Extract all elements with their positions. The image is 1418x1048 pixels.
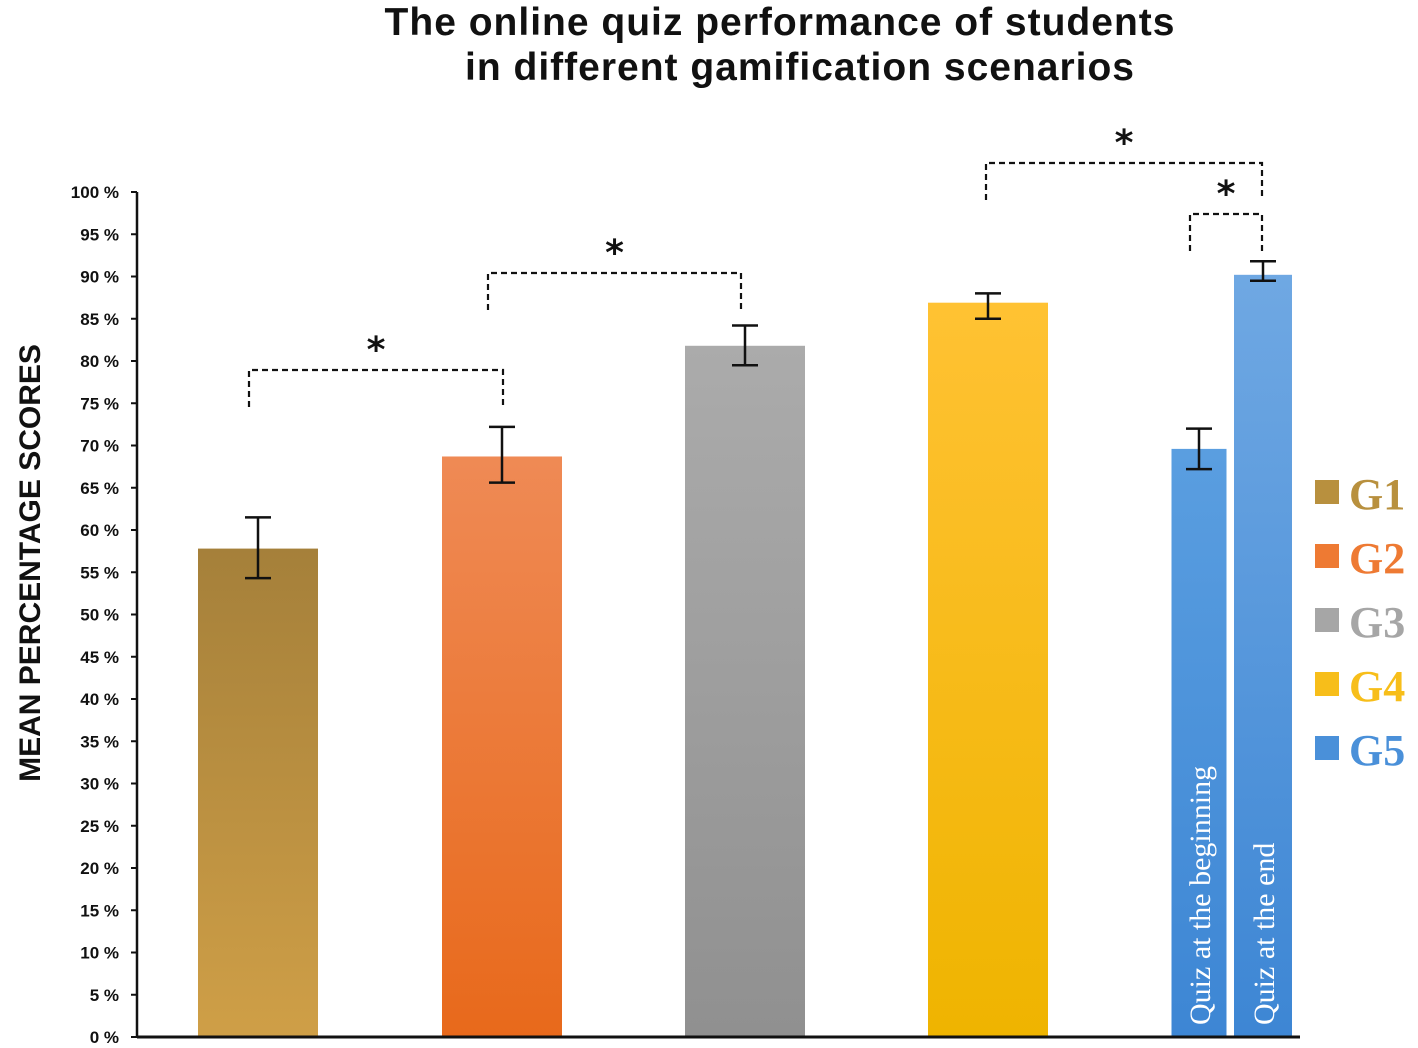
legend-swatch-g4 <box>1315 672 1339 696</box>
legend-label-g1: G1 <box>1349 470 1405 519</box>
y-axis-ticks: 0 % 5 % 10 % 15 % 20 % 25 % 30 % 35 % 40 % 45 % 50… <box>71 183 137 1047</box>
y-tick-label: 65 % <box>80 479 119 498</box>
bars: Quiz at the beginning Quiz at the end <box>198 274 1292 1037</box>
y-tick-label: 80 % <box>80 352 119 371</box>
y-tick-label: 50 % <box>80 606 119 625</box>
y-tick-label: 20 % <box>80 859 119 878</box>
bar-g5-beginning <box>1171 448 1227 1037</box>
legend-label-g2: G2 <box>1349 534 1405 583</box>
significance-star: * <box>1115 123 1134 164</box>
y-tick-label: 10 % <box>80 944 119 963</box>
error-bars <box>245 260 1276 580</box>
y-tick-label: 40 % <box>80 690 119 709</box>
legend-label-g4: G4 <box>1349 662 1405 711</box>
significance-star: * <box>367 330 386 371</box>
legend-swatch-g3 <box>1315 608 1339 632</box>
y-tick-label: 75 % <box>80 394 119 413</box>
bar-g4 <box>928 302 1048 1037</box>
y-tick-label: 25 % <box>80 817 119 836</box>
significance-star: * <box>1217 174 1236 215</box>
y-tick-label: 95 % <box>80 225 119 244</box>
significance-bracket <box>486 271 743 310</box>
legend-label-g3: G3 <box>1349 598 1405 647</box>
legend-label-g5: G5 <box>1349 726 1405 775</box>
significance-star: * <box>605 233 624 274</box>
y-tick-label: 35 % <box>80 732 119 751</box>
bar-g3 <box>685 345 805 1037</box>
significance-bracket <box>984 161 1264 200</box>
y-tick-label: 70 % <box>80 437 119 456</box>
legend-swatch-g1 <box>1315 480 1339 504</box>
y-tick-label: 60 % <box>80 521 119 540</box>
y-tick-label: 55 % <box>80 563 119 582</box>
chart-title-line-2: in different gamification scenarios <box>465 46 1135 89</box>
bar-g1 <box>198 548 318 1037</box>
y-tick-label: 100 % <box>71 183 119 202</box>
y-tick-label: 0 % <box>90 1028 119 1047</box>
legend-swatch-g2 <box>1315 544 1339 568</box>
bar-label: Quiz at the end <box>1248 843 1281 1025</box>
axes <box>135 192 1300 1039</box>
significance-brackets: * * * * <box>247 123 1264 407</box>
bar-g5-end <box>1234 274 1292 1037</box>
legend: G1 G2 G3 G4 G5 <box>1315 470 1405 775</box>
y-tick-label: 85 % <box>80 310 119 329</box>
bar-g2 <box>442 456 562 1037</box>
y-axis-label: MEAN PERCENTAGE SCORES <box>14 344 47 782</box>
significance-bracket <box>1188 212 1264 255</box>
chart-title-line-1: The online quiz performance of students <box>385 1 1176 44</box>
y-tick-label: 5 % <box>90 986 119 1005</box>
y-tick-label: 45 % <box>80 648 119 667</box>
significance-bracket <box>247 368 505 407</box>
y-tick-label: 15 % <box>80 901 119 920</box>
bar-label: Quiz at the beginning <box>1184 766 1217 1025</box>
y-tick-label: 30 % <box>80 775 119 794</box>
y-tick-label: 90 % <box>80 268 119 287</box>
legend-swatch-g5 <box>1315 736 1339 760</box>
